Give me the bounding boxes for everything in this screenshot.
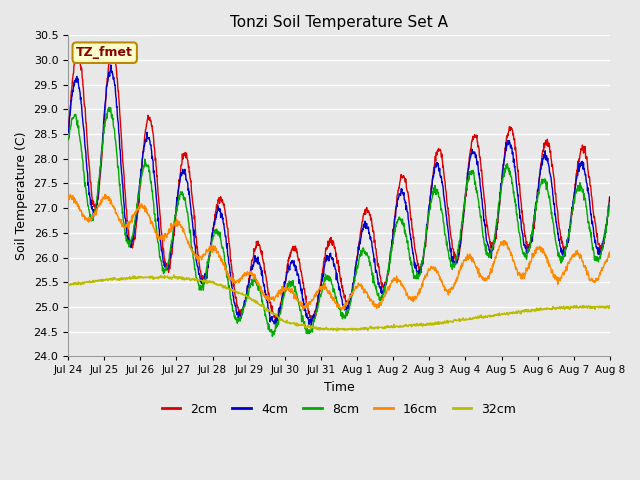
- X-axis label: Time: Time: [324, 381, 355, 394]
- Legend: 2cm, 4cm, 8cm, 16cm, 32cm: 2cm, 4cm, 8cm, 16cm, 32cm: [157, 398, 522, 420]
- Title: Tonzi Soil Temperature Set A: Tonzi Soil Temperature Set A: [230, 15, 448, 30]
- Text: TZ_fmet: TZ_fmet: [76, 46, 133, 59]
- Y-axis label: Soil Temperature (C): Soil Temperature (C): [15, 132, 28, 260]
